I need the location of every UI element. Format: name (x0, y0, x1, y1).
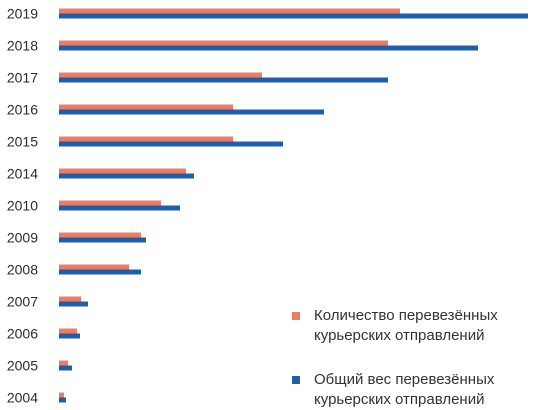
bar-count-2014 (59, 168, 186, 174)
bar-count-2008 (59, 264, 129, 270)
bar-count-2007 (59, 296, 81, 302)
bars (59, 8, 528, 403)
legend-label-count: Количество перевезённых курьерских отпра… (314, 307, 498, 344)
tick-label-2008: 2008 (7, 262, 38, 278)
tick-label-2018: 2018 (7, 38, 38, 54)
bar-weight-2010 (59, 205, 180, 211)
bar-count-2009 (59, 232, 141, 238)
bar-count-2005 (59, 360, 68, 366)
bar-count-2017 (59, 72, 262, 78)
bar-weight-2008 (59, 269, 141, 275)
bar-weight-2007 (59, 301, 88, 307)
bar-count-2016 (59, 104, 233, 110)
legend-swatch-count (292, 312, 300, 320)
tick-label-2007: 2007 (7, 294, 38, 310)
tick-label-2015: 2015 (7, 134, 38, 150)
bar-count-2019 (59, 8, 400, 14)
bar-weight-2015 (59, 141, 283, 147)
bar-weight-2019 (59, 13, 528, 19)
tick-label-2014: 2014 (7, 166, 38, 182)
tick-label-2005: 2005 (7, 358, 38, 374)
bar-count-2004 (59, 392, 64, 398)
tick-label-2004: 2004 (7, 390, 38, 406)
tick-label-2009: 2009 (7, 230, 38, 246)
bar-count-2015 (59, 136, 233, 142)
bar-weight-2004 (59, 397, 66, 403)
bar-count-2006 (59, 328, 77, 334)
tick-label-2006: 2006 (7, 326, 38, 342)
bar-weight-2005 (59, 365, 72, 371)
bar-weight-2014 (59, 173, 194, 179)
bar-weight-2017 (59, 77, 388, 83)
category-axis: 2019 2018 2017 2016 2015 2014 2010 2009 2008 2007… (7, 6, 38, 406)
bar-weight-2018 (59, 45, 478, 51)
legend-swatch-weight (292, 376, 300, 384)
tick-label-2017: 2017 (7, 70, 38, 86)
bar-weight-2016 (59, 109, 324, 115)
legend-label-weight: Общий вес перевезённых курьерских отправ… (314, 371, 495, 408)
bar-count-2010 (59, 200, 161, 206)
bar-weight-2009 (59, 237, 146, 243)
tick-label-2016: 2016 (7, 102, 38, 118)
bar-count-2018 (59, 40, 388, 46)
bar-weight-2006 (59, 333, 80, 339)
tick-label-2010: 2010 (7, 198, 38, 214)
tick-label-2019: 2019 (7, 6, 38, 22)
